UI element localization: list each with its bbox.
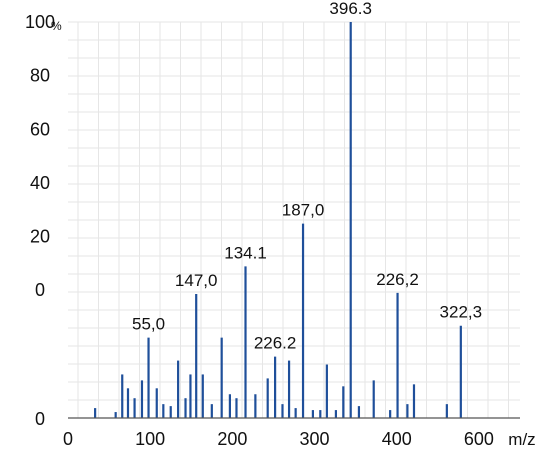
peak-labels: 55,0 147,0 134.1 226.2 187,0 396.3 226,2 322,3	[132, 0, 482, 353]
peak-label: 396.3	[329, 0, 372, 18]
grid	[68, 21, 520, 419]
y-tick-label: 0	[35, 409, 45, 429]
y-tick-label: 40	[30, 173, 50, 193]
peak-label: 55,0	[132, 315, 165, 334]
peak-label: 147,0	[175, 271, 218, 290]
y-tick-label: 80	[30, 65, 50, 85]
y-axis-ticks: 100 80 60 40 20 0 0	[25, 12, 55, 429]
y-tick-label: 0	[35, 280, 45, 300]
y-tick-label: 20	[30, 227, 50, 247]
peak-bars	[94, 22, 462, 418]
peak-label: 226,2	[376, 270, 419, 289]
x-tick-label: 400	[382, 429, 412, 449]
y-tick-label: 60	[30, 119, 50, 139]
peak-label: 187,0	[282, 201, 325, 220]
peak-label: 134.1	[224, 243, 267, 262]
y-tick-label: 100	[25, 12, 55, 32]
x-tick-label: 100	[135, 429, 165, 449]
peak-label: 226.2	[254, 334, 297, 353]
x-tick-label: 0	[63, 429, 73, 449]
x-tick-label: 600	[464, 429, 494, 449]
x-tick-label: 200	[217, 429, 247, 449]
x-axis-ticks: 0 100 200 300 400 600	[63, 429, 494, 449]
x-axis-title: m/z	[508, 430, 535, 449]
peak-label: 322,3	[440, 303, 483, 322]
x-tick-label: 300	[300, 429, 330, 449]
y-axis-unit: %	[51, 19, 62, 33]
